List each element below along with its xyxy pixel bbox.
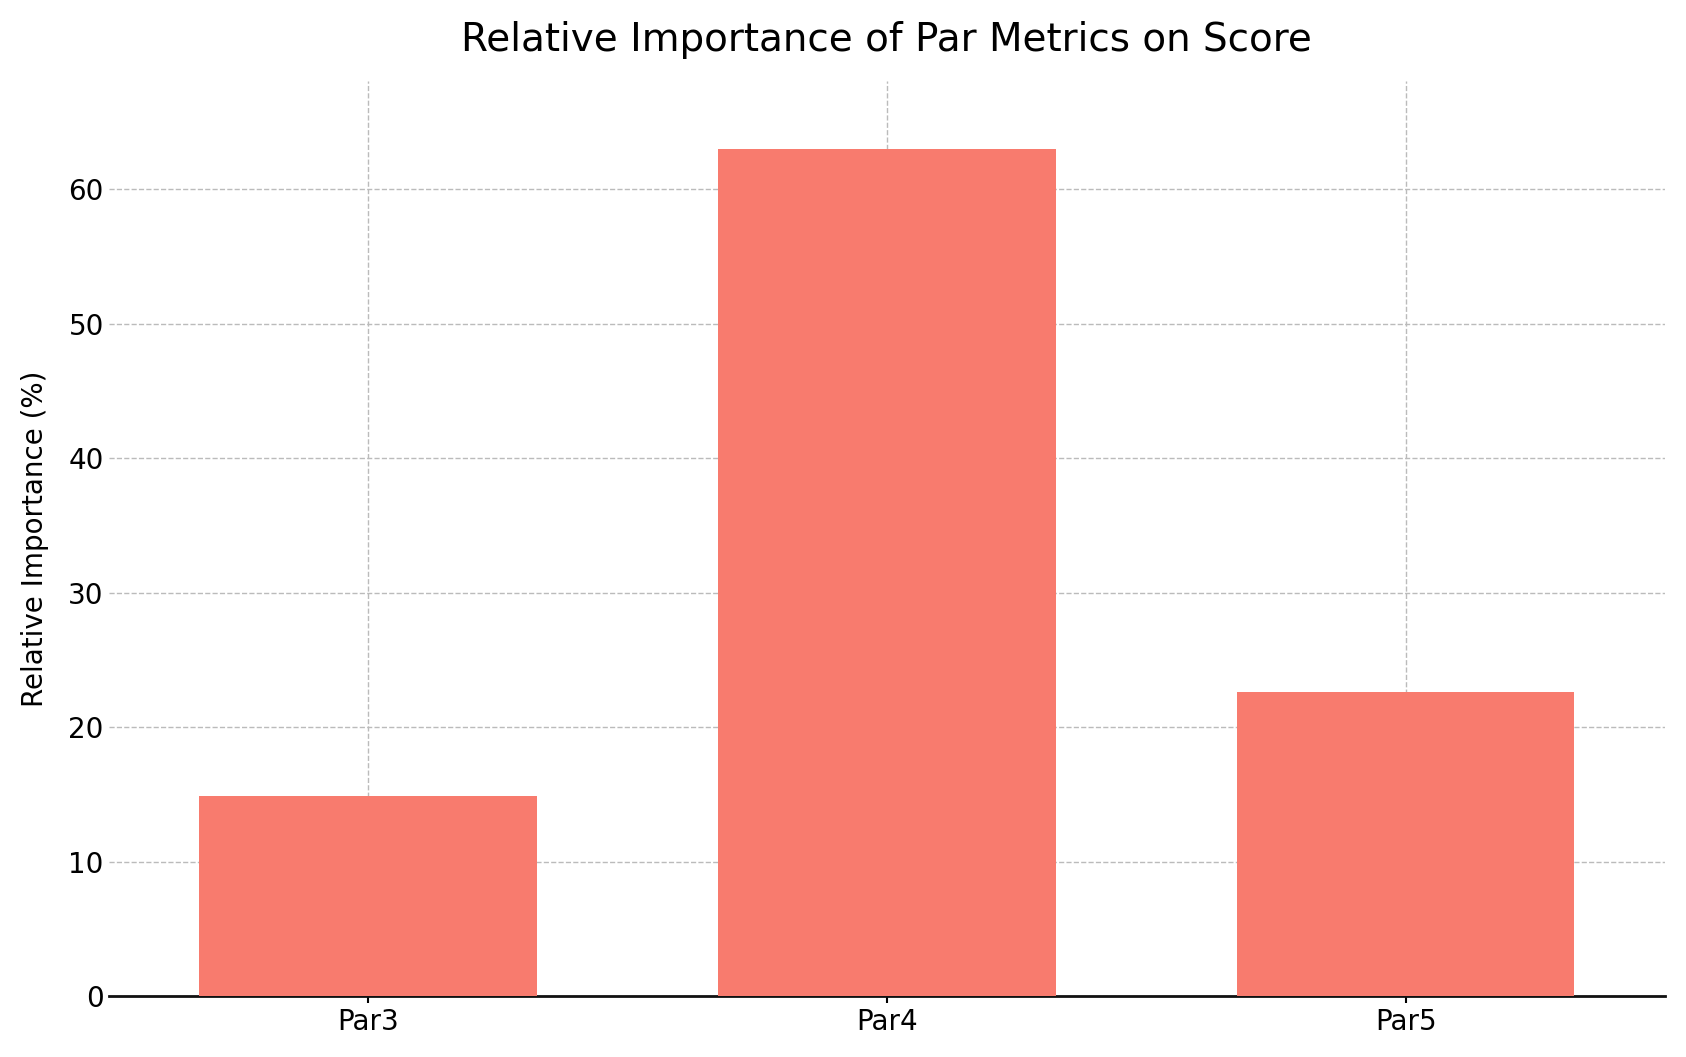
Title: Relative Importance of Par Metrics on Score: Relative Importance of Par Metrics on Sc… [462,21,1312,59]
Y-axis label: Relative Importance (%): Relative Importance (%) [20,371,49,707]
Bar [1238,692,1575,997]
Bar [199,796,536,997]
Bar [718,149,1055,997]
